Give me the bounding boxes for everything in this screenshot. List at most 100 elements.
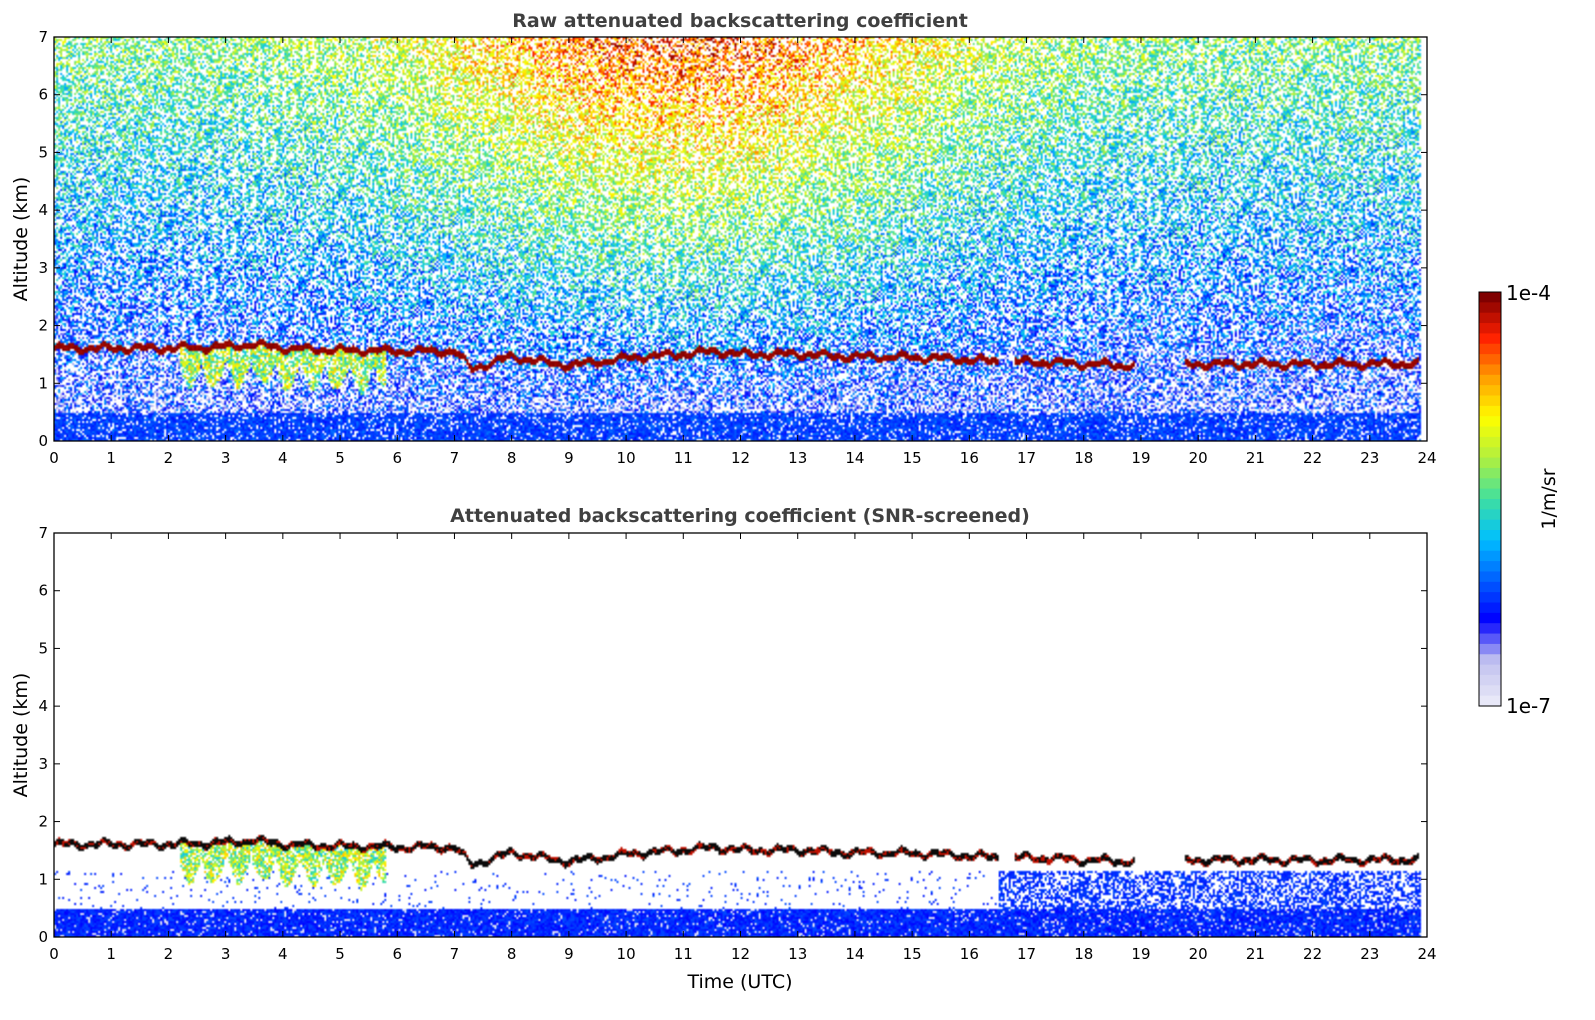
x-tick-label: 11 bbox=[674, 945, 693, 963]
y-tick-label: 6 bbox=[38, 86, 48, 104]
y-tick-label: 3 bbox=[38, 259, 48, 277]
panel-screened-ticks: 0 1 2 3 4 5 6 7 8 9 10 11 12 13 14 15 16 17 18 19 20 21 22 23 24… bbox=[38, 524, 1436, 963]
x-tick-label: 13 bbox=[788, 449, 807, 467]
colorbar-min-label: 1e-7 bbox=[1506, 694, 1551, 718]
colorbar-step bbox=[1479, 530, 1501, 541]
x-tick-label: 5 bbox=[335, 945, 345, 963]
colorbar-step bbox=[1479, 643, 1501, 655]
colorbar-step bbox=[1479, 561, 1501, 573]
x-tick-label: 20 bbox=[1189, 449, 1208, 467]
colorbar-step bbox=[1479, 519, 1501, 531]
panel-raw-ticks: 0 1 2 3 4 5 6 7 8 9 10 11 12 13 14 15 16 17 18 19 20 21 22 23 24… bbox=[38, 28, 1436, 467]
colorbar-step bbox=[1479, 674, 1501, 686]
y-tick-label: 4 bbox=[38, 201, 48, 219]
colorbar-step bbox=[1479, 395, 1501, 407]
x-tick-label: 15 bbox=[903, 449, 922, 467]
colorbar-unit-label: 1/m/sr bbox=[1538, 468, 1560, 529]
x-tick-label: 1 bbox=[106, 449, 116, 467]
colorbar-step bbox=[1479, 364, 1501, 376]
x-tick-label: 22 bbox=[1303, 449, 1322, 467]
x-tick-label: 20 bbox=[1189, 945, 1208, 963]
colorbar-step bbox=[1479, 478, 1501, 490]
x-tick-label: 12 bbox=[731, 449, 750, 467]
colorbar-step bbox=[1479, 685, 1501, 697]
colorbar-step bbox=[1479, 292, 1501, 303]
x-tick-label: 15 bbox=[903, 945, 922, 963]
x-tick-label: 4 bbox=[278, 449, 288, 467]
colorbar-step bbox=[1479, 612, 1501, 624]
x-tick-label: 19 bbox=[1131, 449, 1150, 467]
y-tick-label: 5 bbox=[38, 143, 48, 161]
x-tick-label: 14 bbox=[845, 449, 864, 467]
panel-raw-heatmap bbox=[54, 37, 1427, 441]
y-tick-label: 0 bbox=[38, 432, 48, 450]
panel-screened-title: Attenuated backscattering coefficient (S… bbox=[450, 505, 1030, 527]
y-tick-label: 3 bbox=[38, 755, 48, 773]
x-tick-label: 6 bbox=[392, 449, 402, 467]
x-tick-label: 9 bbox=[564, 945, 574, 963]
y-tick-label: 2 bbox=[38, 317, 48, 335]
colorbar-step bbox=[1479, 602, 1501, 614]
colorbar-step bbox=[1479, 654, 1501, 666]
colorbar-step bbox=[1479, 592, 1501, 604]
x-tick-label: 23 bbox=[1360, 449, 1379, 467]
x-tick-label: 16 bbox=[960, 449, 979, 467]
colorbar-step bbox=[1479, 343, 1501, 355]
y-tick-label: 7 bbox=[38, 524, 48, 542]
y-tick-label: 1 bbox=[38, 374, 48, 392]
colorbar-step bbox=[1479, 302, 1501, 314]
colorbar-step bbox=[1479, 488, 1501, 500]
panel-raw-title: Raw attenuated backscattering coefficien… bbox=[512, 10, 968, 32]
x-tick-label: 16 bbox=[960, 945, 979, 963]
colorbar-gradient bbox=[1479, 292, 1501, 707]
colorbar-step bbox=[1479, 354, 1501, 366]
colorbar-step bbox=[1479, 581, 1501, 593]
colorbar-max-label: 1e-4 bbox=[1506, 281, 1551, 305]
y-tick-label: 2 bbox=[38, 813, 48, 831]
panel-raw: Raw attenuated backscattering coefficien… bbox=[10, 10, 1437, 467]
colorbar-step bbox=[1479, 695, 1501, 707]
x-tick-label: 6 bbox=[392, 945, 402, 963]
x-tick-label: 0 bbox=[49, 945, 59, 963]
x-tick-label: 10 bbox=[617, 449, 636, 467]
x-tick-label: 13 bbox=[788, 945, 807, 963]
panel-raw-ylabel: Altitude (km) bbox=[10, 177, 32, 302]
colorbar-step bbox=[1479, 499, 1501, 510]
x-tick-label: 8 bbox=[507, 945, 517, 963]
x-tick-label: 24 bbox=[1417, 945, 1436, 963]
y-tick-label: 7 bbox=[38, 28, 48, 46]
x-tick-label: 3 bbox=[221, 945, 231, 963]
x-tick-label: 8 bbox=[507, 449, 517, 467]
x-tick-label: 7 bbox=[450, 945, 460, 963]
panel-screened: Attenuated backscattering coefficient (S… bbox=[10, 505, 1437, 993]
y-tick-label: 0 bbox=[38, 928, 48, 946]
x-tick-label: 18 bbox=[1074, 449, 1093, 467]
colorbar-frame bbox=[1478, 291, 1502, 707]
colorbar-step bbox=[1479, 436, 1501, 448]
x-tick-label: 11 bbox=[674, 449, 693, 467]
x-tick-label: 18 bbox=[1074, 945, 1093, 963]
x-tick-label: 1 bbox=[106, 945, 116, 963]
y-tick-label: 6 bbox=[38, 582, 48, 600]
colorbar: 1e-4 1e-7 1/m/sr bbox=[1478, 281, 1560, 718]
colorbar-step bbox=[1479, 457, 1501, 469]
x-tick-label: 5 bbox=[335, 449, 345, 467]
x-tick-label: 10 bbox=[617, 945, 636, 963]
x-tick-label: 21 bbox=[1246, 945, 1265, 963]
raw-backscatter-heatmap bbox=[54, 37, 1427, 441]
x-tick-label: 19 bbox=[1131, 945, 1150, 963]
colorbar-step bbox=[1479, 374, 1501, 386]
x-tick-label: 17 bbox=[1017, 449, 1036, 467]
x-tick-label: 3 bbox=[221, 449, 231, 467]
y-tick-label: 4 bbox=[38, 697, 48, 715]
colorbar-step bbox=[1479, 664, 1501, 676]
colorbar-step bbox=[1479, 540, 1501, 552]
colorbar-step bbox=[1479, 312, 1501, 324]
panel-screened-ylabel: Altitude (km) bbox=[10, 673, 32, 798]
x-tick-label: 2 bbox=[164, 449, 174, 467]
x-tick-label: 12 bbox=[731, 945, 750, 963]
colorbar-step bbox=[1479, 416, 1501, 428]
colorbar-step bbox=[1479, 333, 1501, 345]
y-tick-label: 1 bbox=[38, 870, 48, 888]
x-tick-label: 23 bbox=[1360, 945, 1379, 963]
